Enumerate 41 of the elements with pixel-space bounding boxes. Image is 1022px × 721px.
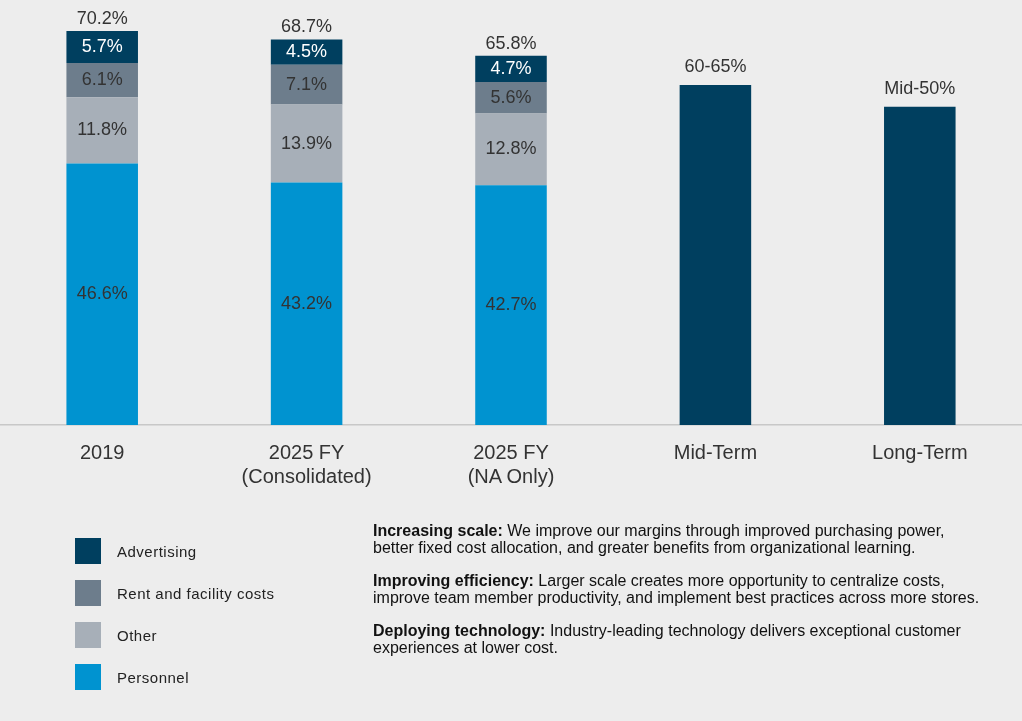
bar xyxy=(66,163,138,425)
data-label: 5.7% xyxy=(81,35,123,56)
data-label: 13.9% xyxy=(281,132,333,153)
x-tick-label: 2025 FY (Consolidated) xyxy=(241,440,372,487)
total-label: 70.2% xyxy=(76,7,128,28)
data-label: 42.7% xyxy=(485,294,537,315)
legend-label: Rent and facility costs xyxy=(117,584,275,602)
x-tick-label: Long-Term xyxy=(872,440,968,463)
x-tick-label: 2019 xyxy=(79,440,125,463)
data-label: 12.8% xyxy=(485,138,537,159)
legend-label: Advertising xyxy=(117,542,197,560)
text: Improving efficiency: Larger scale creates more opportunity to centralize costs, improve team member productivity, and implement best practices across more stores. xyxy=(373,572,980,606)
data-label: 7.1% xyxy=(286,73,328,94)
text: Deploying technology: Industry-leading technology delivers exceptional customer experiences at lower cost. xyxy=(373,622,961,656)
legend-label: Other xyxy=(117,626,158,644)
data-label: 5.6% xyxy=(490,86,532,107)
data-label: 4.5% xyxy=(286,41,328,62)
bar xyxy=(66,62,138,98)
bar xyxy=(475,113,547,186)
bar xyxy=(679,84,752,425)
bar xyxy=(66,97,138,164)
total-label: 68.7% xyxy=(281,16,333,37)
bar xyxy=(270,182,343,425)
data-label: 46.6% xyxy=(76,283,128,304)
text: Increasing scale: We improve our margins through improved purchasing power, better fixed cost allocation, and greater benefits from organizational learning. xyxy=(373,522,945,556)
data-label: 4.7% xyxy=(490,57,532,78)
bar xyxy=(66,31,138,63)
data-label: 6.1% xyxy=(81,69,123,90)
data-label: 11.8% xyxy=(77,119,128,140)
data-label: 43.2% xyxy=(281,292,333,313)
bar xyxy=(270,104,343,183)
bar xyxy=(475,82,547,114)
bar xyxy=(884,106,956,425)
x-tick-label: Mid-Term xyxy=(673,440,758,463)
annotation: Mid-50% xyxy=(884,77,956,98)
annotation: 60-65% xyxy=(684,55,747,76)
legend-label: Personnel xyxy=(117,668,190,686)
total-label: 65.8% xyxy=(485,32,537,53)
bar xyxy=(270,64,343,105)
x-tick-label: 2025 FY (NA Only) xyxy=(467,440,555,487)
bar xyxy=(475,185,547,425)
